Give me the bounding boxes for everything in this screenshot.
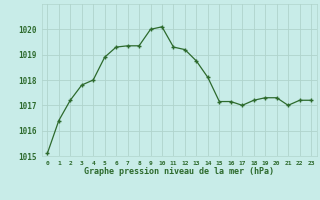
X-axis label: Graphe pression niveau de la mer (hPa): Graphe pression niveau de la mer (hPa) — [84, 167, 274, 176]
